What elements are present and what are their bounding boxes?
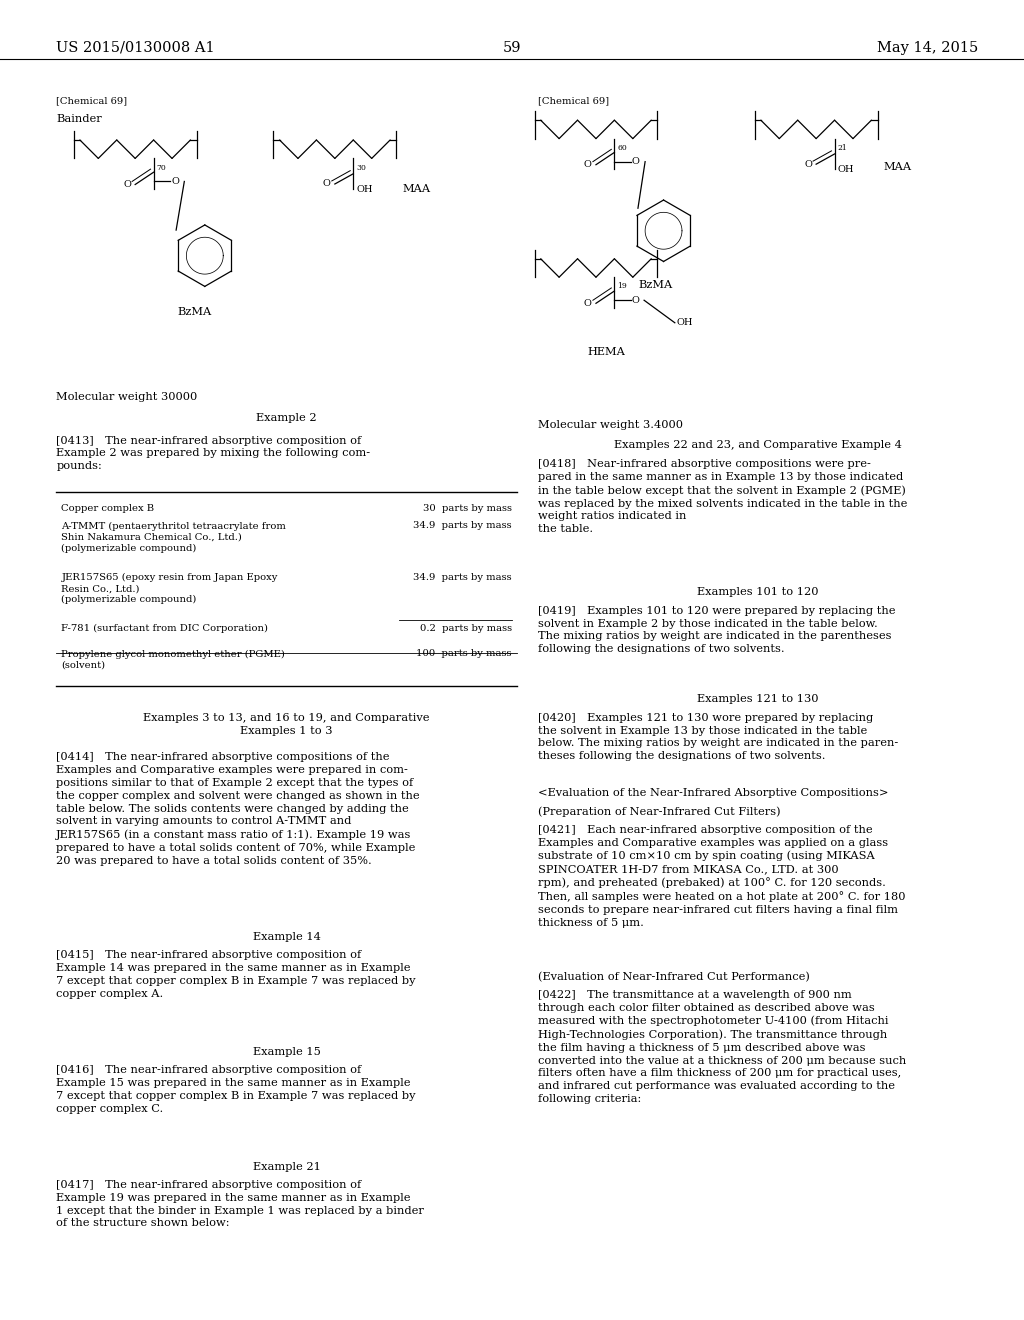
Text: BzMA: BzMA — [177, 306, 212, 317]
Text: (Evaluation of Near-Infrared Cut Performance): (Evaluation of Near-Infrared Cut Perform… — [538, 972, 810, 982]
Text: May 14, 2015: May 14, 2015 — [877, 41, 978, 55]
Text: (Preparation of Near-Infrared Cut Filters): (Preparation of Near-Infrared Cut Filter… — [538, 807, 780, 817]
Text: [Chemical 69]: [Chemical 69] — [56, 96, 127, 106]
Text: MAA: MAA — [402, 183, 430, 194]
Text: MAA: MAA — [884, 162, 911, 173]
Text: OH: OH — [677, 318, 693, 327]
Text: [0418] Near-infrared absorptive compositions were pre-
pared in the same manner : [0418] Near-infrared absorptive composit… — [538, 459, 907, 535]
Text: Example 21: Example 21 — [253, 1162, 321, 1172]
Text: F-781 (surfactant from DIC Corporation): F-781 (surfactant from DIC Corporation) — [61, 624, 268, 634]
Text: OH: OH — [356, 185, 373, 194]
Text: Examples 121 to 130: Examples 121 to 130 — [697, 694, 818, 705]
Text: 30  parts by mass: 30 parts by mass — [423, 504, 512, 513]
Text: 21: 21 — [838, 144, 848, 152]
Text: [0415] The near-infrared absorptive composition of
Example 14 was prepared in th: [0415] The near-infrared absorptive comp… — [56, 950, 416, 999]
Text: Molecular weight 30000: Molecular weight 30000 — [56, 392, 198, 403]
Text: [0417] The near-infrared absorptive composition of
Example 19 was prepared in th: [0417] The near-infrared absorptive comp… — [56, 1180, 424, 1229]
Text: Copper complex B: Copper complex B — [61, 504, 155, 513]
Text: Bainder: Bainder — [56, 114, 102, 124]
Text: 59: 59 — [503, 41, 521, 55]
Text: JER157S65 (epoxy resin from Japan Epoxy
Resin Co., Ltd.)
(polymerizable compound: JER157S65 (epoxy resin from Japan Epoxy … — [61, 573, 278, 605]
Text: O: O — [584, 298, 592, 308]
Text: [0421] Each near-infrared absorptive composition of the
Examples and Comparative: [0421] Each near-infrared absorptive com… — [538, 825, 905, 928]
Text: 0.2  parts by mass: 0.2 parts by mass — [420, 624, 512, 634]
Text: A-TMMT (pentaerythritol tetraacrylate from
Shin Nakamura Chemical Co., Ltd.)
(po: A-TMMT (pentaerythritol tetraacrylate fr… — [61, 521, 287, 553]
Text: 30: 30 — [356, 164, 367, 172]
Text: O: O — [804, 160, 812, 169]
Text: HEMA: HEMA — [588, 347, 625, 356]
Text: [0413] The near-infrared absorptive composition of
Example 2 was prepared by mix: [0413] The near-infrared absorptive comp… — [56, 436, 371, 471]
Text: OH: OH — [838, 165, 854, 174]
Text: 70: 70 — [157, 164, 167, 172]
Text: O: O — [123, 180, 131, 189]
Text: O: O — [584, 160, 592, 169]
Text: [0414] The near-infrared absorptive compositions of the
Examples and Comparative: [0414] The near-infrared absorptive comp… — [56, 752, 420, 866]
Text: 60: 60 — [617, 144, 628, 152]
Text: Molecular weight 3.4000: Molecular weight 3.4000 — [538, 420, 683, 430]
Text: 34.9  parts by mass: 34.9 parts by mass — [414, 573, 512, 582]
Text: [0416] The near-infrared absorptive composition of
Example 15 was prepared in th: [0416] The near-infrared absorptive comp… — [56, 1065, 416, 1114]
Text: O: O — [323, 180, 331, 189]
Text: O: O — [632, 296, 640, 305]
Text: O: O — [171, 177, 179, 186]
Text: [Chemical 69]: [Chemical 69] — [538, 96, 608, 106]
Text: O: O — [632, 157, 640, 166]
Text: BzMA: BzMA — [638, 280, 673, 290]
Text: 100  parts by mass: 100 parts by mass — [417, 649, 512, 659]
Text: US 2015/0130008 A1: US 2015/0130008 A1 — [56, 41, 215, 55]
Text: Example 15: Example 15 — [253, 1047, 321, 1057]
Text: 34.9  parts by mass: 34.9 parts by mass — [414, 521, 512, 531]
Text: Examples 3 to 13, and 16 to 19, and Comparative
Examples 1 to 3: Examples 3 to 13, and 16 to 19, and Comp… — [143, 713, 430, 735]
Text: Example 14: Example 14 — [253, 932, 321, 942]
Text: Examples 101 to 120: Examples 101 to 120 — [697, 587, 818, 598]
Text: Example 2: Example 2 — [256, 413, 317, 424]
Text: [0422] The transmittance at a wavelength of 900 nm
through each color filter obt: [0422] The transmittance at a wavelength… — [538, 990, 906, 1104]
Text: [0419] Examples 101 to 120 were prepared by replacing the
solvent in Example 2 b: [0419] Examples 101 to 120 were prepared… — [538, 606, 895, 655]
Text: [0420] Examples 121 to 130 wore prepared by replacing
the solvent in Example 13 : [0420] Examples 121 to 130 wore prepared… — [538, 713, 898, 762]
Text: Examples 22 and 23, and Comparative Example 4: Examples 22 and 23, and Comparative Exam… — [613, 440, 902, 450]
Text: Propylene glycol monomethyl ether (PGME)
(solvent): Propylene glycol monomethyl ether (PGME)… — [61, 649, 286, 669]
Text: 19: 19 — [617, 282, 628, 290]
Text: <Evaluation of the Near-Infrared Absorptive Compositions>: <Evaluation of the Near-Infrared Absorpt… — [538, 788, 888, 799]
